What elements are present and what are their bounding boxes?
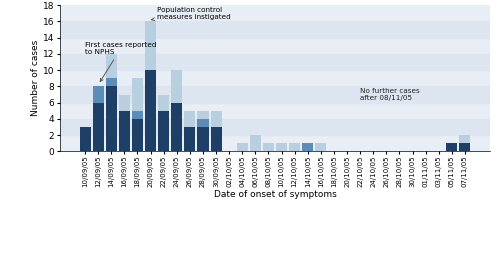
Bar [210,127,222,151]
Bar [171,70,182,103]
Text: Population control
measures instigated: Population control measures instigated [152,7,231,21]
Bar [60,119,490,135]
Bar [132,78,143,111]
Bar [276,143,287,151]
Bar [119,111,130,151]
Bar [80,127,90,151]
Text: First cases reported
to NPHS: First cases reported to NPHS [85,42,156,81]
Bar [158,94,170,111]
Bar [171,103,182,151]
Bar [60,54,490,70]
Bar [132,111,143,119]
Bar [132,119,143,151]
Bar [210,111,222,127]
Bar [145,21,156,70]
Bar [316,143,326,151]
Bar [302,143,314,151]
Bar [289,143,300,151]
Bar [145,70,156,151]
Bar [263,143,274,151]
Bar [184,111,196,127]
Bar [119,94,130,111]
Bar [92,86,104,103]
Bar [92,103,104,151]
Bar [106,54,117,78]
Text: No further cases
after 08/11/05: No further cases after 08/11/05 [360,88,420,101]
Legend: Primary case in school, Primary case in community, Secondary case in community: Primary case in school, Primary case in … [105,260,445,261]
Bar [198,127,208,151]
Bar [60,21,490,38]
Bar [106,86,117,151]
Bar [460,143,470,151]
Bar [460,135,470,143]
Bar [184,127,196,151]
Bar [446,143,458,151]
X-axis label: Date of onset of symptoms: Date of onset of symptoms [214,190,336,199]
Y-axis label: Number of cases: Number of cases [31,40,40,116]
Bar [198,119,208,127]
Bar [250,135,261,151]
Bar [198,111,208,119]
Bar [60,86,490,103]
Bar [236,143,248,151]
Bar [106,78,117,86]
Bar [158,111,170,151]
